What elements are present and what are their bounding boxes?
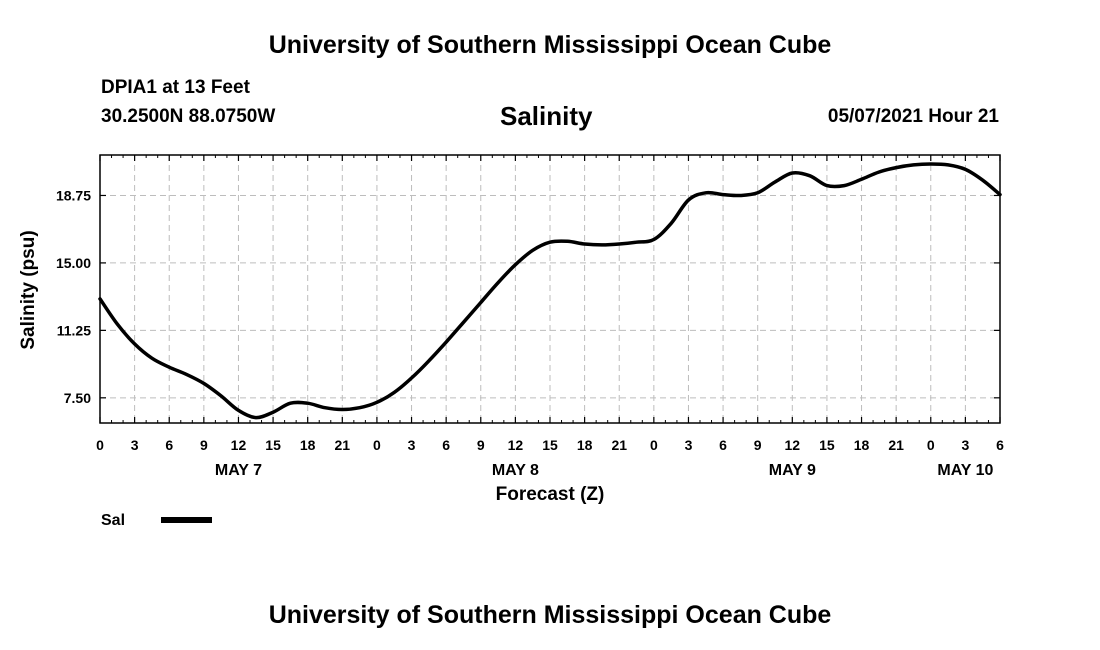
legend-label: Sal	[101, 512, 125, 529]
series-line-sal	[98, 162, 1002, 420]
chart-title: Salinity	[500, 101, 593, 131]
x-tick-label: 6	[719, 437, 727, 453]
y-tick-label: 18.75	[56, 187, 91, 203]
x-tick-label: 9	[200, 437, 208, 453]
y-axis-label: Salinity (psu)	[18, 230, 39, 349]
y-tick-label: 11.25	[57, 322, 91, 338]
x-tick-label: 3	[131, 437, 139, 453]
x-tick-label: 18	[854, 437, 870, 453]
y-tick-label: 7.50	[64, 390, 91, 406]
forecast-timestamp: 05/07/2021 Hour 21	[827, 106, 999, 127]
x-tick-label: 12	[785, 437, 801, 453]
station-coordinates: 30.2500N 88.0750W	[101, 106, 276, 127]
x-tick-label: 15	[542, 437, 558, 453]
x-axis-label: Forecast (Z)	[496, 484, 605, 505]
label-layer: 0 3 6 9 12 15 18 21 0 3 6 9 12 15 18 21 0 3 6 9 12 15 18 21 0 3 6 7…	[56, 187, 1004, 479]
x-tick-label: 0	[373, 437, 381, 453]
date-label: MAY 8	[492, 462, 539, 479]
station-name: DPIA1 at 13 Feet	[101, 77, 250, 98]
line-layer	[98, 162, 1002, 420]
x-tick-label: 6	[165, 437, 173, 453]
date-label: MAY 9	[769, 462, 816, 479]
x-tick-label: 21	[888, 437, 904, 453]
legend-swatch	[161, 517, 212, 523]
x-tick-label: 9	[754, 437, 762, 453]
x-tick-label: 12	[231, 437, 247, 453]
x-tick-label: 21	[611, 437, 627, 453]
x-tick-label: 3	[408, 437, 416, 453]
x-tick-label: 18	[577, 437, 593, 453]
x-tick-label: 3	[685, 437, 693, 453]
page-title: University of Southern Mississippi Ocean…	[268, 31, 832, 59]
x-tick-label: 6	[996, 437, 1004, 453]
x-tick-label: 9	[477, 437, 485, 453]
tick-layer	[99, 155, 1001, 423]
x-tick-label: 21	[335, 437, 351, 453]
x-tick-label: 3	[961, 437, 969, 453]
x-tick-label: 15	[265, 437, 281, 453]
x-tick-label: 0	[650, 437, 658, 453]
footer-title: University of Southern Mississippi Ocean…	[268, 601, 832, 629]
y-tick-label: 15.00	[56, 255, 91, 271]
x-tick-label: 15	[819, 437, 835, 453]
date-label: MAY 7	[215, 462, 262, 479]
x-tick-label: 0	[96, 437, 104, 453]
x-tick-label: 0	[927, 437, 935, 453]
x-tick-label: 12	[508, 437, 524, 453]
grid-layer	[100, 155, 1000, 423]
x-tick-label: 6	[442, 437, 450, 453]
date-label: MAY 10	[937, 462, 993, 479]
x-tick-label: 18	[300, 437, 316, 453]
